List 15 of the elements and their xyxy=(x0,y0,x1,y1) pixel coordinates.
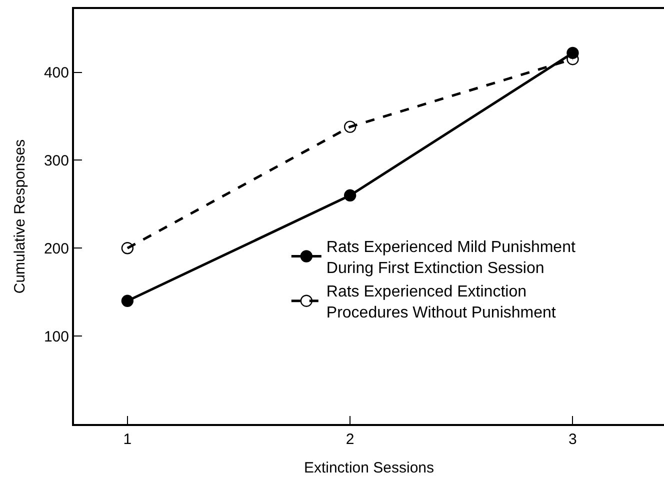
y-axis-title: Cumulative Responses xyxy=(12,139,29,294)
x-tick-label: 1 xyxy=(123,431,132,448)
legend-label: Rats Experienced Mild Punishment During First Extinction Session xyxy=(326,239,576,277)
x-tick-label: 2 xyxy=(346,431,354,448)
x-axis-title: Extinction Sessions xyxy=(304,460,434,476)
x-tick-label: 3 xyxy=(568,431,577,448)
legend-label: Rats Experienced Extinction Procedures Without Punishment xyxy=(326,284,556,322)
y-tick-label: 200 xyxy=(44,240,69,258)
point xyxy=(121,294,134,308)
point xyxy=(344,120,356,133)
y-tick-label: 100 xyxy=(44,328,69,346)
point xyxy=(121,242,134,254)
point xyxy=(344,189,356,202)
y-tick-label: 300 xyxy=(44,152,69,170)
y-tick-label: 400 xyxy=(44,64,69,82)
